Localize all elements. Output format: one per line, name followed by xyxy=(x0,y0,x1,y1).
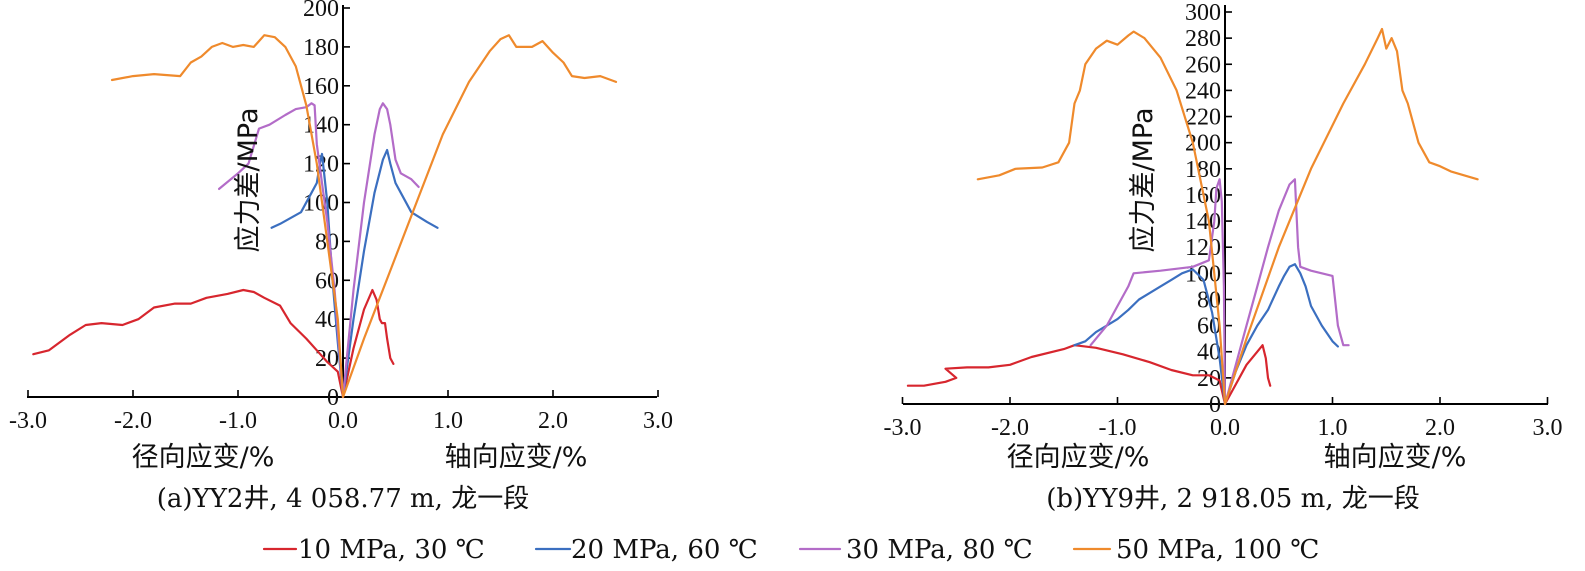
panel-a-x-tick-label: 3.0 xyxy=(643,408,673,434)
panel-b-x-tick-label: -3.0 xyxy=(884,415,922,441)
panel-a-x-tick-label: 1.0 xyxy=(433,408,463,434)
panel-b-x-tick-label: 3.0 xyxy=(1533,415,1563,441)
legend: 10 MPa, 30 ℃ 20 MPa, 60 ℃ 30 MPa, 80 ℃ 5… xyxy=(262,535,1319,565)
panel-b-x-tick-label: 0.0 xyxy=(1210,415,1240,441)
panel-b-series-30mpa xyxy=(1089,178,1350,406)
panel-a-x-axis-title-left: 径向应变/% xyxy=(132,442,275,473)
panel-a-x-tick-label: -3.0 xyxy=(9,408,47,434)
panel-a-y-tick-label: 0 xyxy=(327,385,339,411)
panel-b-x-tick-label: -2.0 xyxy=(991,415,1029,441)
legend-label-30mpa: 30 MPa, 80 ℃ xyxy=(846,535,1033,565)
legend-label-10mpa: 10 MPa, 30 ℃ xyxy=(298,535,485,565)
panel-b-y-tick-label: 300 xyxy=(1185,0,1221,26)
panel-a-caption: (a)YY2井, 4 058.77 m, 龙一段 xyxy=(157,484,529,514)
panel-a-y-tick-label: 180 xyxy=(303,35,339,61)
panel-a-x-tick-label: -1.0 xyxy=(219,408,257,434)
panel-b-y-tick-label: 260 xyxy=(1185,52,1221,78)
panel-b-y-tick-label: 180 xyxy=(1185,157,1221,183)
panel-a-series-20mpa xyxy=(270,148,439,399)
panel-b-chart: -3.0 -2.0 -1.0 0.0 1.0 2.0 3.00204060801001201… xyxy=(884,0,1563,514)
panel-a-y-axis-title: 应力差/MPa xyxy=(233,107,264,252)
legend-label-50mpa: 50 MPa, 100 ℃ xyxy=(1116,535,1319,565)
panel-b-y-tick-label: 240 xyxy=(1185,78,1221,104)
legend-label-20mpa: 20 MPa, 60 ℃ xyxy=(571,535,758,565)
panel-b-y-tick-label: 120 xyxy=(1185,235,1221,261)
panel-b-series-10mpa xyxy=(906,344,1272,406)
panel-b-x-axis-title-left: 径向应变/% xyxy=(1007,442,1150,473)
panel-a-y-tick-label: 200 xyxy=(303,0,339,22)
panel-a-x-tick-label: 2.0 xyxy=(538,408,568,434)
panel-a-x-tick-label: -2.0 xyxy=(114,408,152,434)
panel-a-series-10mpa xyxy=(32,288,395,399)
panel-b-series-20mpa xyxy=(1073,263,1339,406)
panel-b-caption: (b)YY9井, 2 918.05 m, 龙一段 xyxy=(1046,484,1420,514)
panel-a-chart: -3.0 -2.0 -1.0 0.0 1.0 2.0 3.00204060801001201… xyxy=(9,0,673,514)
panel-b-x-tick-label: 2.0 xyxy=(1425,415,1455,441)
panel-a-series-30mpa xyxy=(218,102,420,399)
panel-b-x-tick-label: 1.0 xyxy=(1318,415,1348,441)
panel-b-y-tick-label: 220 xyxy=(1185,105,1221,131)
panel-a-series-50mpa xyxy=(110,34,618,399)
panel-b-x-axis-title-right: 轴向应变/% xyxy=(1324,442,1467,473)
panel-a-x-tick-label: 0.0 xyxy=(328,408,358,434)
panel-b-series-50mpa xyxy=(976,27,1479,406)
panel-b-x-tick-label: -1.0 xyxy=(1099,415,1137,441)
panel-b-y-tick-label: 0 xyxy=(1209,392,1221,418)
panel-b-y-axis-title: 应力差/MPa xyxy=(1128,107,1159,252)
panel-a-x-axis-title-right: 轴向应变/% xyxy=(445,442,588,473)
panel-b-y-tick-label: 60 xyxy=(1197,314,1221,340)
panel-b-y-tick-label: 280 xyxy=(1185,26,1221,52)
panel-a-y-tick-label: 160 xyxy=(303,74,339,100)
